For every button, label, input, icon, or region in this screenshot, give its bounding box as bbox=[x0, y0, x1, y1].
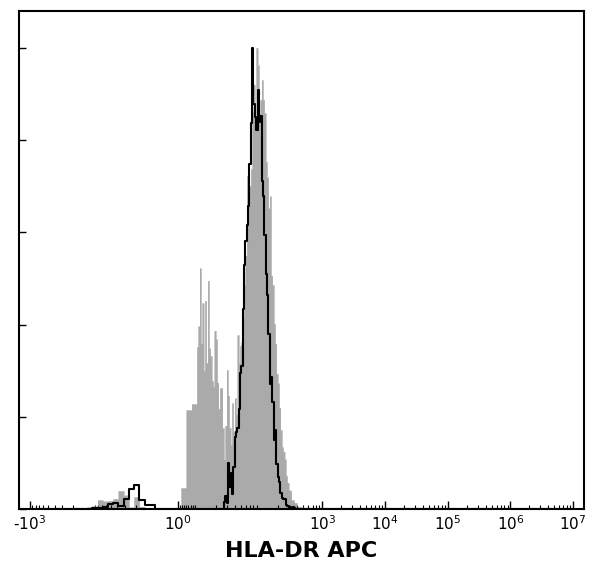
X-axis label: HLA-DR APC: HLA-DR APC bbox=[225, 541, 377, 561]
